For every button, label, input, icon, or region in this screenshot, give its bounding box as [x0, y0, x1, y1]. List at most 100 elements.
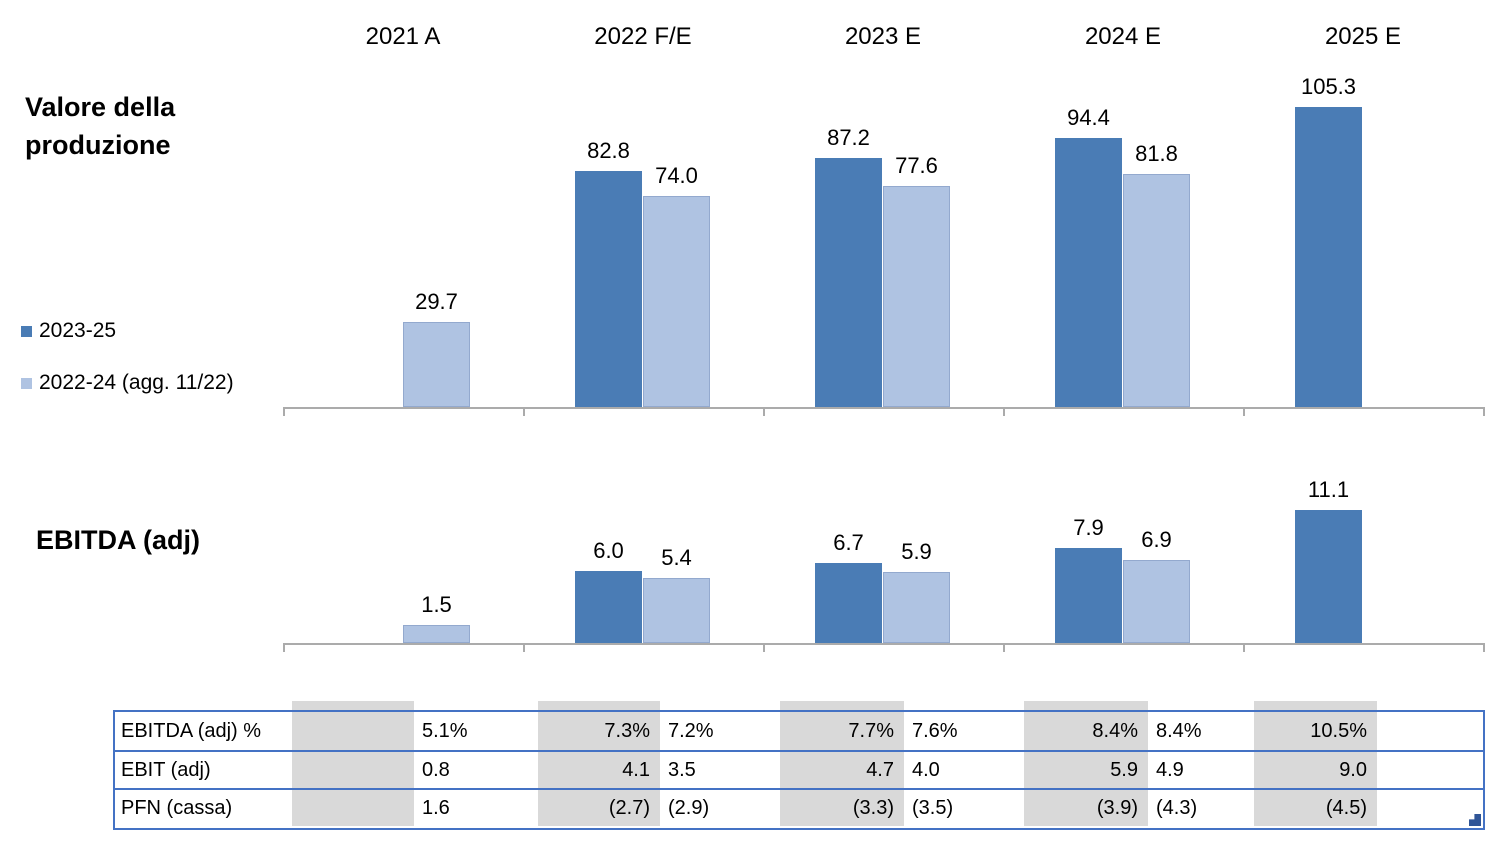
x-axis-tick: [763, 643, 765, 652]
x-axis-tick: [1243, 643, 1245, 652]
table-cell-plan-2022-24: 7.6%: [904, 712, 1024, 750]
bar-plan-2022-24: [883, 572, 950, 643]
financial-table-grid: EBITDA (adj) % 5.1% 7.3% 7.2% 7.7% 7.6% 8.4% 8.…: [115, 712, 1483, 826]
table-cell-plan-2023-25: 7.7%: [780, 712, 904, 750]
table-gray-column-overhang: [780, 701, 904, 710]
table-gray-column-overhang: [1254, 701, 1377, 710]
category-header: 2021 A: [365, 23, 441, 50]
table-cell-plan-2022-24: [1377, 750, 1483, 788]
bar-value-label: 29.7: [415, 289, 458, 315]
bar-plan-2022-24: [403, 322, 470, 407]
chart-legend: 2023-25 2022-24 (agg. 11/22): [21, 314, 234, 418]
bar-value-label: 11.1: [1307, 476, 1350, 502]
bar-plan-2022-24: [643, 578, 710, 643]
table-cell-plan-2023-25: 7.3%: [538, 712, 660, 750]
bar-value-label: 6.0: [593, 538, 624, 563]
table-cell-plan-2022-24: 5.1%: [414, 712, 538, 750]
table-cell-plan-2023-25: (3.9): [1024, 788, 1148, 826]
bar-value-label: 7.9: [1073, 515, 1104, 541]
bar-plan-2023-25: [1295, 509, 1362, 643]
category-header: 2024 E: [1084, 23, 1162, 50]
x-axis-tick: [283, 643, 285, 652]
bar-value-label: 81.8: [1135, 140, 1178, 166]
table-cell-plan-2023-25: 8.4%: [1024, 712, 1148, 750]
table-cell-plan-2023-25: (4.5): [1254, 788, 1377, 826]
category-header: 2025 E: [1324, 23, 1402, 50]
bar-value-label: 105.3: [1300, 73, 1357, 99]
x-axis-tick: [1003, 643, 1005, 652]
table-cell-plan-2023-25: 5.9: [1024, 750, 1148, 788]
bar-value-label: 74.0: [655, 163, 698, 189]
table-cell-plan-2022-24: 4.9: [1148, 750, 1254, 788]
legend-item: 2022-24 (agg. 11/22): [21, 366, 234, 400]
bar-value-label: 5.4: [661, 545, 692, 571]
bar-value-label: 5.9: [901, 539, 932, 565]
bar-plan-2023-25: [815, 562, 882, 643]
x-axis-tick: [283, 407, 285, 416]
legend-swatch-dark-icon: [21, 325, 32, 337]
table-cell-plan-2022-24: 7.2%: [660, 712, 780, 750]
financial-table: EBITDA (adj) % 5.1% 7.3% 7.2% 7.7% 7.6% 8.4% 8.…: [113, 710, 1485, 830]
table-cell-plan-2022-24: 0.8: [414, 750, 538, 788]
table-cell-plan-2023-25: (2.7): [538, 788, 660, 826]
bar-value-label: 6.9: [1141, 527, 1172, 553]
legend-item: 2023-25: [21, 314, 234, 348]
x-axis-tick: [763, 407, 765, 416]
table-cell-plan-2022-24: 3.5: [660, 750, 780, 788]
table-cell-plan-2022-24: 8.4%: [1148, 712, 1254, 750]
bar-value-label: 77.6: [895, 152, 938, 178]
category-header: 2023 E: [844, 23, 922, 50]
x-axis-tick: [1003, 407, 1005, 416]
x-axis: [283, 643, 1483, 645]
bar-value-label: 6.7: [833, 529, 864, 555]
table-gray-column-overhang: [1024, 701, 1148, 710]
table-cell-plan-2022-24: 1.6: [414, 788, 538, 826]
table-cell-plan-2023-25: 4.1: [538, 750, 660, 788]
legend-label: 2023-25: [39, 319, 117, 342]
bar-value-label: 87.2: [827, 125, 870, 151]
bar-plan-2022-24: [883, 185, 950, 407]
legend-label: 2022-24 (agg. 11/22): [39, 371, 234, 394]
table-cell-plan-2022-24: (2.9): [660, 788, 780, 826]
x-axis: [283, 407, 1483, 409]
table-cell-plan-2023-25: 10.5%: [1254, 712, 1377, 750]
bar-plan-2023-25: [1055, 548, 1122, 643]
table-row-label: EBITDA (adj) %: [115, 712, 292, 750]
bar-plan-2023-25: [1295, 106, 1362, 407]
bar-value-label: 82.8: [587, 138, 630, 164]
table-row-label: PFN (cassa): [115, 788, 292, 826]
table-cell-plan-2023-25: (3.3): [780, 788, 904, 826]
legend-swatch-light-icon: [21, 377, 32, 389]
x-axis-tick: [1483, 407, 1485, 416]
bar-plan-2023-25: [815, 158, 882, 407]
table-cell-plan-2023-25: [292, 788, 414, 826]
table-cell-plan-2023-25: [292, 712, 414, 750]
bar-plan-2022-24: [1123, 173, 1190, 407]
table-cell-plan-2022-24: [1377, 788, 1483, 826]
table-gray-column-overhang: [292, 701, 414, 710]
table-cell-plan-2022-24: (3.5): [904, 788, 1024, 826]
bar-plan-2022-24: [403, 625, 470, 643]
x-axis-tick: [523, 643, 525, 652]
x-axis-tick: [523, 407, 525, 416]
bar-plan-2023-25: [575, 571, 642, 643]
bar-plan-2022-24: [1123, 560, 1190, 643]
table-gray-column-overhang: [538, 701, 660, 710]
chart2-title: EBITDA (adj): [36, 525, 200, 555]
table-cell-plan-2022-24: [1377, 712, 1483, 750]
bar-value-label: 94.4: [1067, 104, 1110, 130]
table-row-label: EBIT (adj): [115, 750, 292, 788]
bar-value-label: 1.5: [421, 592, 452, 617]
chart1-title: Valore della produzione: [25, 92, 176, 160]
category-header: 2022 F/E: [594, 23, 692, 50]
table-cell-plan-2022-24: (4.3): [1148, 788, 1254, 826]
table-cell-plan-2022-24: 4.0: [904, 750, 1024, 788]
bar-plan-2023-25: [575, 171, 642, 407]
table-cell-plan-2023-25: [292, 750, 414, 788]
x-axis-tick: [1243, 407, 1245, 416]
bar-plan-2023-25: [1055, 137, 1122, 407]
bar-plan-2022-24: [643, 196, 710, 407]
table-cell-plan-2023-25: 4.7: [780, 750, 904, 788]
x-axis-tick: [1483, 643, 1485, 652]
